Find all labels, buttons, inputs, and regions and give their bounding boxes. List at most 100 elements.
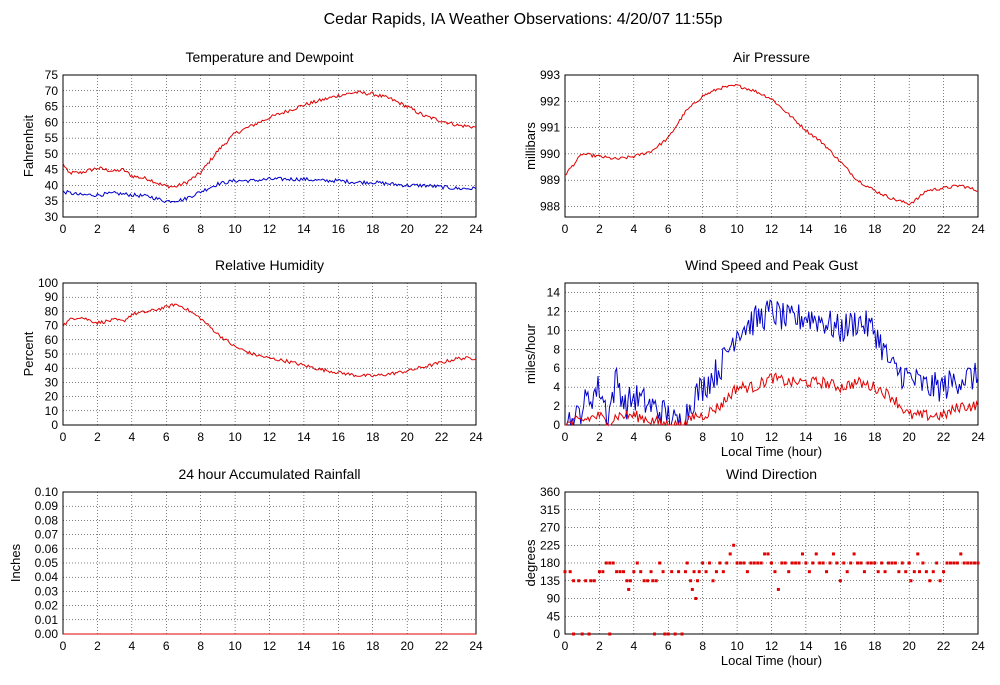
x-tick-label: 4 [630, 430, 637, 444]
y-tick-label: 8 [553, 342, 560, 356]
data-point [732, 543, 736, 547]
x-tick-label: 18 [868, 222, 882, 236]
x-tick-label: 24 [971, 222, 985, 236]
x-tick-label: 4 [128, 639, 135, 653]
data-point [897, 570, 901, 574]
x-tick-label: 6 [163, 639, 170, 653]
x-tick-label: 12 [765, 639, 779, 653]
x-tick-label: 24 [469, 430, 483, 444]
data-point [601, 570, 605, 574]
data-point [711, 579, 715, 583]
y-tick-label: 0.06 [35, 542, 59, 556]
y-tick-label: 50 [45, 347, 59, 361]
data-point [893, 561, 897, 565]
y-tick-label: 45 [45, 163, 59, 177]
x-tick-label: 18 [868, 639, 882, 653]
data-point [912, 570, 916, 574]
data-point [749, 561, 753, 565]
data-point [904, 570, 908, 574]
x-tick-label: 4 [630, 222, 637, 236]
y-tick-label: 55 [45, 131, 59, 145]
x-tick-label: 0 [60, 639, 67, 653]
x-tick-label: 20 [902, 430, 916, 444]
chart-title: Wind Direction [726, 466, 817, 482]
y-axis-label: degrees [523, 539, 538, 586]
data-point [880, 561, 884, 565]
data-point [931, 570, 935, 574]
data-point [766, 552, 770, 556]
y-tick-label: 4 [553, 380, 560, 394]
data-point [924, 570, 928, 574]
y-tick-label: 80 [45, 304, 59, 318]
data-point [780, 561, 784, 565]
x-tick-label: 4 [128, 430, 135, 444]
data-point [721, 570, 725, 574]
data-point [646, 579, 650, 583]
y-tick-label: 45 [547, 609, 561, 623]
y-tick-label: 360 [540, 485, 560, 499]
series-line [564, 83, 979, 206]
data-point [697, 570, 701, 574]
x-tick-label: 22 [937, 430, 951, 444]
data-point [572, 632, 576, 636]
y-tick-label: 988 [540, 199, 560, 213]
y-tick-label: 0.04 [35, 570, 59, 584]
data-point [852, 552, 856, 556]
data-point [938, 579, 942, 583]
data-point [959, 552, 963, 556]
data-point [658, 561, 662, 565]
y-axis-label: Inches [8, 543, 23, 582]
y-tick-label: 990 [540, 147, 560, 161]
x-tick-label: 16 [834, 222, 848, 236]
data-point [635, 561, 639, 565]
y-tick-label: 2 [553, 399, 560, 413]
data-point [859, 561, 863, 565]
data-point [948, 561, 952, 565]
x-tick-label: 0 [60, 430, 67, 444]
series-line [565, 372, 979, 427]
chart-title: Relative Humidity [215, 257, 324, 273]
data-point [604, 561, 608, 565]
y-tick-label: 989 [540, 173, 560, 187]
x-tick-label: 6 [163, 222, 170, 236]
x-tick-label: 8 [699, 222, 706, 236]
y-axis-label: Fahrenheit [21, 115, 36, 178]
data-point [790, 561, 794, 565]
y-axis-label: miles/hour [523, 323, 538, 384]
data-point [935, 561, 939, 565]
x-tick-label: 10 [228, 222, 242, 236]
data-point [952, 561, 956, 565]
chart-title: Air Pressure [733, 49, 810, 65]
x-tick-label: 0 [562, 430, 569, 444]
data-point [794, 561, 798, 565]
y-tick-label: 12 [547, 304, 561, 318]
x-tick-label: 10 [228, 639, 242, 653]
data-point [849, 561, 853, 565]
data-point [907, 561, 911, 565]
data-point [649, 570, 653, 574]
data-point [735, 561, 739, 565]
data-point [670, 570, 674, 574]
data-point [862, 570, 866, 574]
data-point [969, 561, 973, 565]
data-point [807, 570, 811, 574]
y-tick-label: 225 [540, 538, 560, 552]
data-point [842, 561, 846, 565]
data-point [942, 570, 946, 574]
data-point [654, 579, 658, 583]
x-tick-label: 8 [699, 639, 706, 653]
y-tick-label: 270 [540, 521, 560, 535]
data-point [622, 570, 626, 574]
x-tick-label: 2 [94, 430, 101, 444]
series-line [565, 299, 979, 427]
x-tick-label: 14 [799, 639, 813, 653]
data-point [701, 561, 705, 565]
x-tick-label: 12 [263, 222, 277, 236]
data-point [818, 561, 822, 565]
plot-area [62, 282, 477, 426]
x-tick-label: 20 [902, 639, 916, 653]
data-point [783, 561, 787, 565]
